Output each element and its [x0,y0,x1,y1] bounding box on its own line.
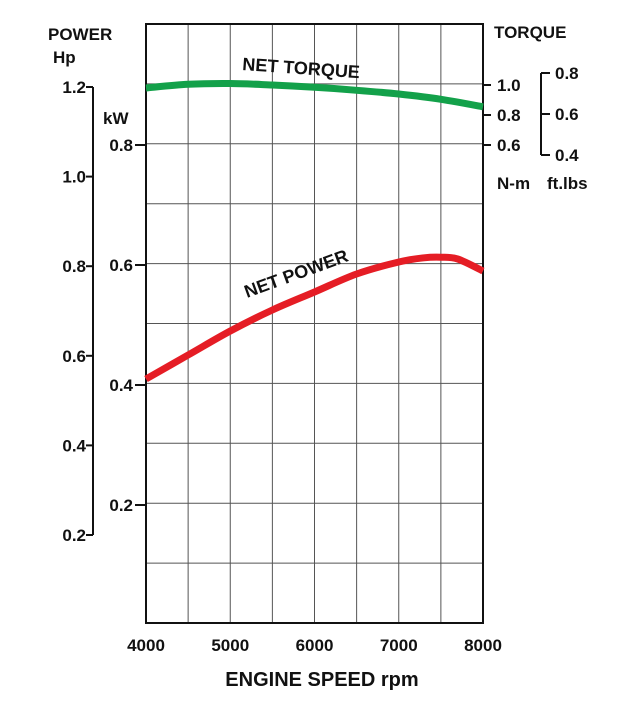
tick-label-nm: 0.8 [497,106,521,125]
tick-label-hp: 0.4 [62,436,86,455]
tick-label-hp: 0.8 [62,257,86,276]
right-axis-unit-ftlbs: ft.lbs [547,174,588,193]
tick-label-hp: 1.2 [62,78,86,97]
x-tick-label: 5000 [211,636,249,655]
tick-label-kw: 0.4 [109,376,133,395]
tick-label-nm: 1.0 [497,76,521,95]
tick-label-hp: 0.6 [62,347,86,366]
right-axis-unit-nm: N-m [497,174,530,193]
series-line-net-torque [145,79,484,111]
tick-label-kw: 0.8 [109,136,133,155]
series-line-net-power [144,253,485,383]
plot-frame [145,23,484,624]
right-axis-title: TORQUE [494,23,566,42]
x-tick-label: 7000 [380,636,418,655]
tick-label-hp: 1.0 [62,168,86,187]
series-group [144,79,485,383]
series-label-net-power: NET POWER [242,246,351,302]
left-axis-unit-kw: kW [103,109,129,128]
tick-label-hp: 0.2 [62,526,86,545]
x-tick-label: 6000 [296,636,334,655]
tick-label-ftlbs: 0.8 [555,64,579,83]
x-tick-label: 8000 [464,636,502,655]
tick-label-ftlbs: 0.6 [555,105,579,124]
x-tick-label: 4000 [127,636,165,655]
x-axis-label: ENGINE SPEED rpm [225,669,418,691]
axes-group: 1.2 1.0 0.8 0.6 0.4 0.2 0.8 0.6 0.4 0.2 1.0 0.8 0.6 0… [62,64,579,655]
tick-label-kw: 0.2 [109,496,133,515]
tick-label-ftlbs: 0.4 [555,146,579,165]
series-label-net-torque: NET TORQUE [242,54,361,82]
tick-label-nm: 0.6 [497,136,521,155]
left-axis-title: POWER [48,25,112,44]
chart-grid [146,24,483,623]
left-axis-unit-hp: Hp [53,48,76,67]
tick-label-kw: 0.6 [109,256,133,275]
